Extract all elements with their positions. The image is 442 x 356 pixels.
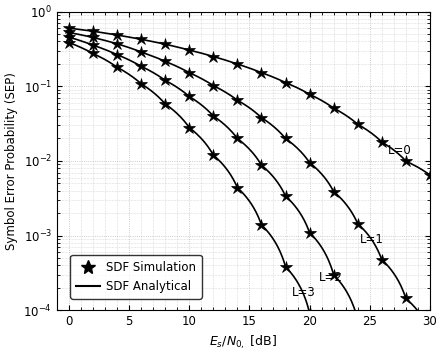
Text: L=3: L=3	[292, 286, 315, 299]
X-axis label: $E_s/N_{0,}$ [dB]: $E_s/N_{0,}$ [dB]	[210, 334, 278, 351]
Y-axis label: Symbol Error Probability (SEP): Symbol Error Probability (SEP)	[5, 72, 18, 250]
Legend: SDF Simulation, SDF Analytical: SDF Simulation, SDF Analytical	[70, 255, 202, 299]
Text: L=2: L=2	[319, 271, 343, 283]
Text: L=0: L=0	[388, 143, 412, 157]
Text: L=1: L=1	[360, 233, 384, 246]
